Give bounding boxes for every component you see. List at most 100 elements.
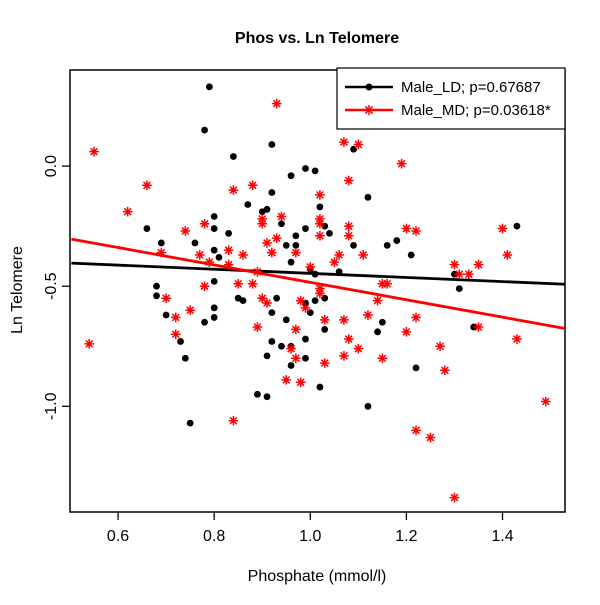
data-point-male-ld (287, 258, 295, 266)
data-point-male-ld (143, 225, 151, 232)
data-point-male-md (315, 214, 325, 224)
legend: Male_LD; p=0.67687 Male_MD; p=0.03618* (336, 67, 566, 130)
data-point-male-ld (201, 126, 208, 134)
data-point-male-ld (273, 294, 281, 302)
trend-lines (71, 237, 566, 330)
data-point-male-md (252, 322, 263, 332)
data-point-male-ld (287, 172, 295, 180)
data-point-male-md (377, 278, 388, 289)
data-point-male-md (257, 214, 268, 224)
axes: 0.6 0.8 1.0 1.2 1.4 0.0 -0.5 -1.0 (43, 155, 514, 545)
data-point-male-ld (302, 165, 309, 172)
data-point-male-md (343, 230, 354, 241)
data-point-male-md (223, 259, 234, 270)
x-tick-label: 1.4 (491, 528, 513, 545)
data-point-male-ld (311, 297, 319, 305)
data-point-male-ld (210, 277, 218, 285)
data-point-male-ld (364, 193, 372, 201)
data-point-male-md (84, 339, 95, 349)
data-point-male-ld (263, 352, 271, 360)
legend-label-male-md: Male_MD; p=0.03618* (401, 102, 551, 119)
data-point-male-md (329, 257, 340, 267)
data-point-male-md (372, 295, 383, 306)
data-point-male-md (540, 396, 551, 407)
data-point-male-md (401, 327, 412, 337)
data-point-male-ld (451, 270, 458, 278)
data-point-male-ld (263, 393, 271, 401)
data-point-male-md (411, 226, 421, 236)
data-point-male-ld (205, 83, 213, 91)
data-point-male-md (170, 329, 181, 340)
data-point-male-md (512, 334, 522, 344)
data-point-male-md (286, 343, 296, 354)
data-point-male-ld (393, 237, 401, 244)
data-point-male-md (315, 218, 325, 229)
data-point-male-md (411, 425, 421, 436)
data-point-male-md (257, 293, 268, 304)
data-point-male-md (449, 492, 460, 503)
plot-border (69, 69, 566, 513)
data-point-male-ld (210, 213, 218, 220)
x-tick-label: 1.2 (395, 528, 417, 545)
legend-box (336, 67, 566, 130)
data-point-male-md (228, 415, 239, 426)
data-point-male-ld (335, 268, 343, 276)
x-tick-label: 1.0 (299, 528, 321, 545)
data-point-male-md (156, 247, 167, 258)
legend-label-male-ld: Male_LD; p=0.67687 (401, 79, 541, 96)
x-axis-label: Phosphate (mmol/l) (248, 568, 387, 585)
data-point-male-md (199, 281, 210, 291)
data-point-male-md (343, 221, 354, 231)
data-point-male-md (315, 230, 325, 241)
data-point-male-md (502, 250, 513, 260)
data-point-male-ld (201, 318, 208, 326)
data-point-male-ld (321, 326, 329, 333)
data-point-male-ld (162, 311, 170, 319)
data-point-male-md (382, 278, 392, 289)
data-point-male-md (353, 139, 364, 150)
y-tick-label: -1.0 (43, 392, 60, 420)
data-point-male-ld (229, 153, 237, 160)
data-point-male-ld (210, 314, 218, 321)
data-point-male-md (339, 315, 349, 325)
data-point-male-ld (311, 167, 319, 175)
data-point-male-md (295, 377, 306, 388)
asterisk-icon (364, 105, 374, 115)
data-point-male-ld (316, 383, 324, 391)
data-point-male-ld (186, 419, 194, 427)
data-point-male-ld (278, 342, 285, 350)
data-point-male-ld (287, 362, 295, 369)
data-point-male-md (343, 334, 354, 344)
data-point-male-md (454, 269, 465, 279)
data-point-male-md (204, 257, 215, 267)
data-point-male-ld (292, 241, 300, 249)
data-point-male-ld (513, 222, 521, 230)
data-point-male-ld (412, 364, 420, 372)
data-point-male-ld (292, 232, 300, 240)
data-point-male-ld (374, 328, 381, 336)
data-point-male-ld (239, 297, 247, 305)
data-point-male-md (339, 351, 349, 361)
data-point-male-ld (383, 241, 391, 249)
data-point-male-ld (215, 253, 223, 261)
data-point-male-md (291, 324, 301, 335)
data-point-male-ld (177, 338, 184, 345)
data-point-male-md (377, 353, 388, 364)
data-point-male-md (319, 315, 330, 325)
data-point-male-md (353, 343, 364, 354)
data-point-male-md (262, 298, 272, 308)
data-point-male-md (315, 190, 325, 200)
data-point-male-md (238, 250, 248, 260)
data-point-male-md (363, 310, 373, 320)
data-point-male-md (233, 278, 244, 289)
legend-marker-male-md-asterisk-icon (364, 105, 374, 115)
data-point-male-ld (268, 338, 276, 345)
data-point-male-ld (316, 203, 324, 211)
data-point-male-md (194, 250, 205, 260)
data-point-male-md (319, 358, 330, 368)
data-point-male-ld (470, 323, 478, 331)
data-point-male-md (247, 180, 258, 191)
data-point-male-md (315, 283, 325, 294)
data-points (84, 83, 551, 503)
data-point-male-ld (278, 220, 285, 228)
